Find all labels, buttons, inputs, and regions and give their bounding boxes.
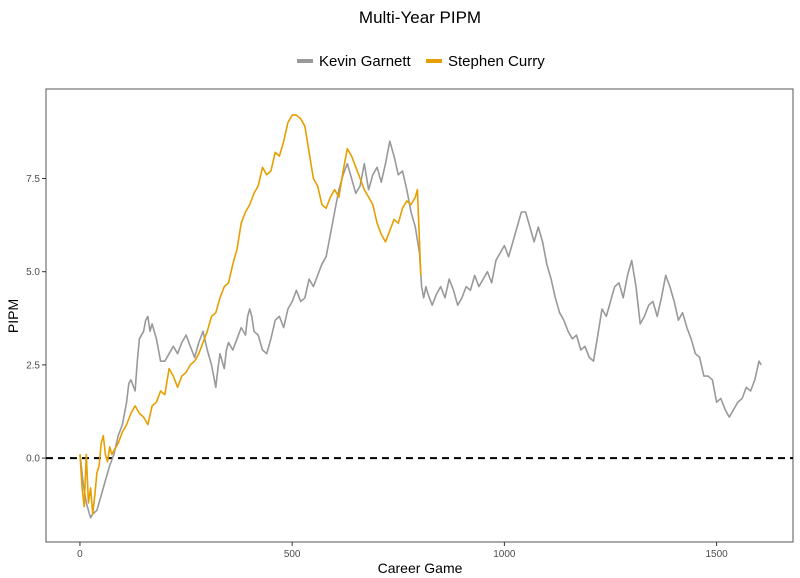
y-tick-label: 7.5 — [26, 174, 40, 185]
chart-title: Multi-Year PIPM — [359, 8, 481, 27]
x-tick-label: 1000 — [493, 549, 516, 560]
x-tick-label: 0 — [77, 549, 83, 560]
x-axis-title: Career Game — [378, 560, 463, 576]
series-line-kevin-garnett — [79, 140, 762, 519]
plot-panel — [45, 88, 794, 543]
legend: Kevin Garnett Stephen Curry — [297, 53, 545, 70]
y-tick-label: 0.0 — [26, 454, 40, 465]
legend-label-kevin-garnett: Kevin Garnett — [319, 53, 412, 70]
x-tick-label: 1500 — [705, 549, 728, 560]
x-axis: 0 500 1000 1500 — [77, 542, 728, 560]
y-axis: 0.0 2.5 5.0 7.5 — [26, 174, 46, 465]
series-layer — [79, 114, 762, 519]
y-axis-title: PIPM — [5, 299, 21, 333]
series-line-stephen-curry — [79, 114, 422, 515]
y-tick-label: 5.0 — [26, 267, 40, 278]
legend-label-stephen-curry: Stephen Curry — [448, 53, 545, 70]
y-tick-label: 2.5 — [26, 360, 40, 371]
x-tick-label: 500 — [284, 549, 301, 560]
